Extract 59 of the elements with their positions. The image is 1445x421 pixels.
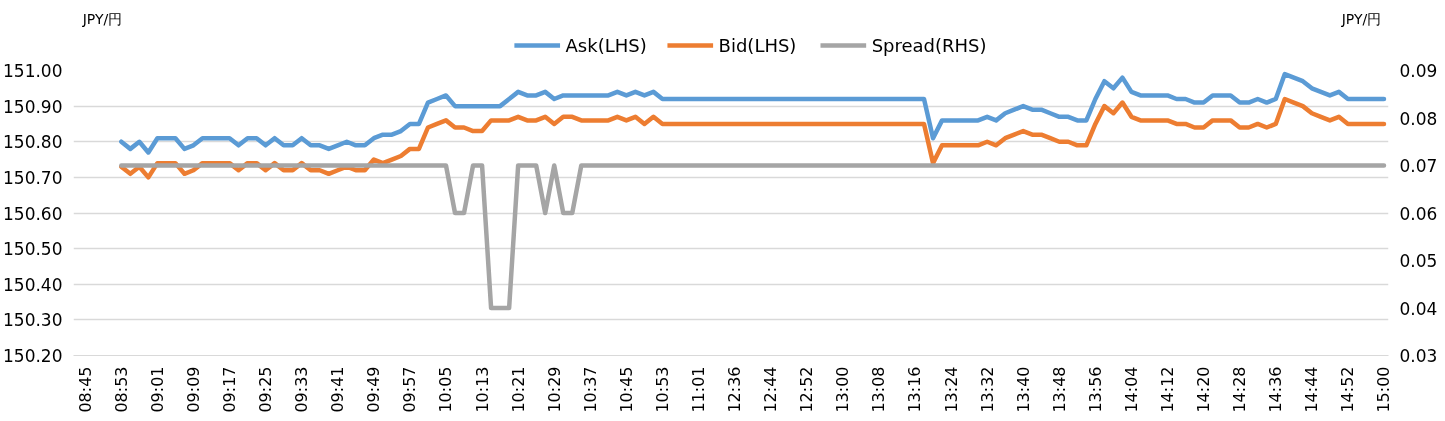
y-tick-label: 150.90 <box>3 96 63 117</box>
x-tick-label: 10:05 <box>436 366 456 413</box>
y2-tick-label: 0.04 <box>1399 298 1438 319</box>
x-tick-label: 10:37 <box>580 366 600 413</box>
y-tick-label: 150.20 <box>3 346 63 366</box>
y-tick-label: 150.40 <box>3 274 63 295</box>
x-tick-label: 13:16 <box>905 366 925 413</box>
x-tick-label: 10:21 <box>508 366 528 413</box>
x-tick-label: 14:12 <box>1158 366 1178 413</box>
legend-label: Ask(LHS) <box>565 35 647 56</box>
y2-tick-label: 0.06 <box>1399 203 1438 224</box>
x-tick-label: 09:41 <box>328 366 348 413</box>
x-tick-label: 10:13 <box>472 366 492 413</box>
x-tick-label: 13:00 <box>833 366 853 413</box>
legend-label: Bid(LHS) <box>718 35 797 56</box>
y-tick-label: 150.60 <box>3 203 63 224</box>
y-tick-label: 150.30 <box>3 310 63 331</box>
x-tick-label: 14:04 <box>1121 366 1141 413</box>
legend-label: Spread(RHS) <box>871 35 987 56</box>
y2-tick-label: 0.07 <box>1399 156 1438 176</box>
x-tick-label: 14:36 <box>1266 366 1286 413</box>
x-tick-label: 13:24 <box>941 366 961 413</box>
x-tick-label: 10:45 <box>616 366 636 413</box>
x-tick-label: 12:44 <box>761 366 781 413</box>
x-tick-label: 13:08 <box>869 366 889 413</box>
y-tick-label: 150.50 <box>3 239 63 260</box>
x-tick-label: 08:53 <box>111 366 131 413</box>
x-tick-label: 14:44 <box>1302 366 1322 413</box>
x-tick-label: 09:49 <box>364 366 384 413</box>
y-axis-title: JPY/円 <box>81 10 123 27</box>
x-tick-label: 09:09 <box>183 366 203 413</box>
x-tick-label: 14:52 <box>1338 366 1358 413</box>
x-tick-label: 13:32 <box>977 366 997 413</box>
x-tick-label: 09:33 <box>292 366 312 413</box>
x-tick-label: 14:28 <box>1230 366 1250 413</box>
y-tick-label: 150.70 <box>3 167 63 188</box>
x-tick-label: 13:56 <box>1085 366 1105 413</box>
x-tick-label: 13:40 <box>1013 366 1033 413</box>
x-tick-label: 10:53 <box>652 366 672 413</box>
y2-tick-label: 0.03 <box>1399 346 1438 366</box>
x-tick-label: 09:57 <box>400 366 420 413</box>
x-tick-label: 15:00 <box>1374 366 1394 413</box>
y-tick-label: 151.00 <box>3 61 63 81</box>
y2-tick-label: 0.08 <box>1399 108 1438 129</box>
x-tick-label: 08:45 <box>75 366 95 413</box>
x-tick-label: 12:36 <box>725 366 745 413</box>
x-tick-label: 13:48 <box>1049 366 1069 413</box>
x-tick-label: 09:01 <box>147 366 167 413</box>
line-series <box>119 71 1387 155</box>
x-tick-label: 11:01 <box>689 366 709 413</box>
y-tick-label: 150.80 <box>3 132 63 153</box>
y2-tick-label: 0.09 <box>1399 61 1438 81</box>
x-tick-label: 12:52 <box>797 366 817 413</box>
y2-tick-label: 0.05 <box>1399 251 1438 271</box>
y2-axis-title: JPY/円 <box>1340 10 1382 27</box>
x-tick-label: 14:20 <box>1194 366 1214 413</box>
x-tick-label: 10:29 <box>544 366 564 413</box>
x-tick-label: 09:25 <box>256 366 276 413</box>
x-tick-label: 09:17 <box>220 366 240 413</box>
